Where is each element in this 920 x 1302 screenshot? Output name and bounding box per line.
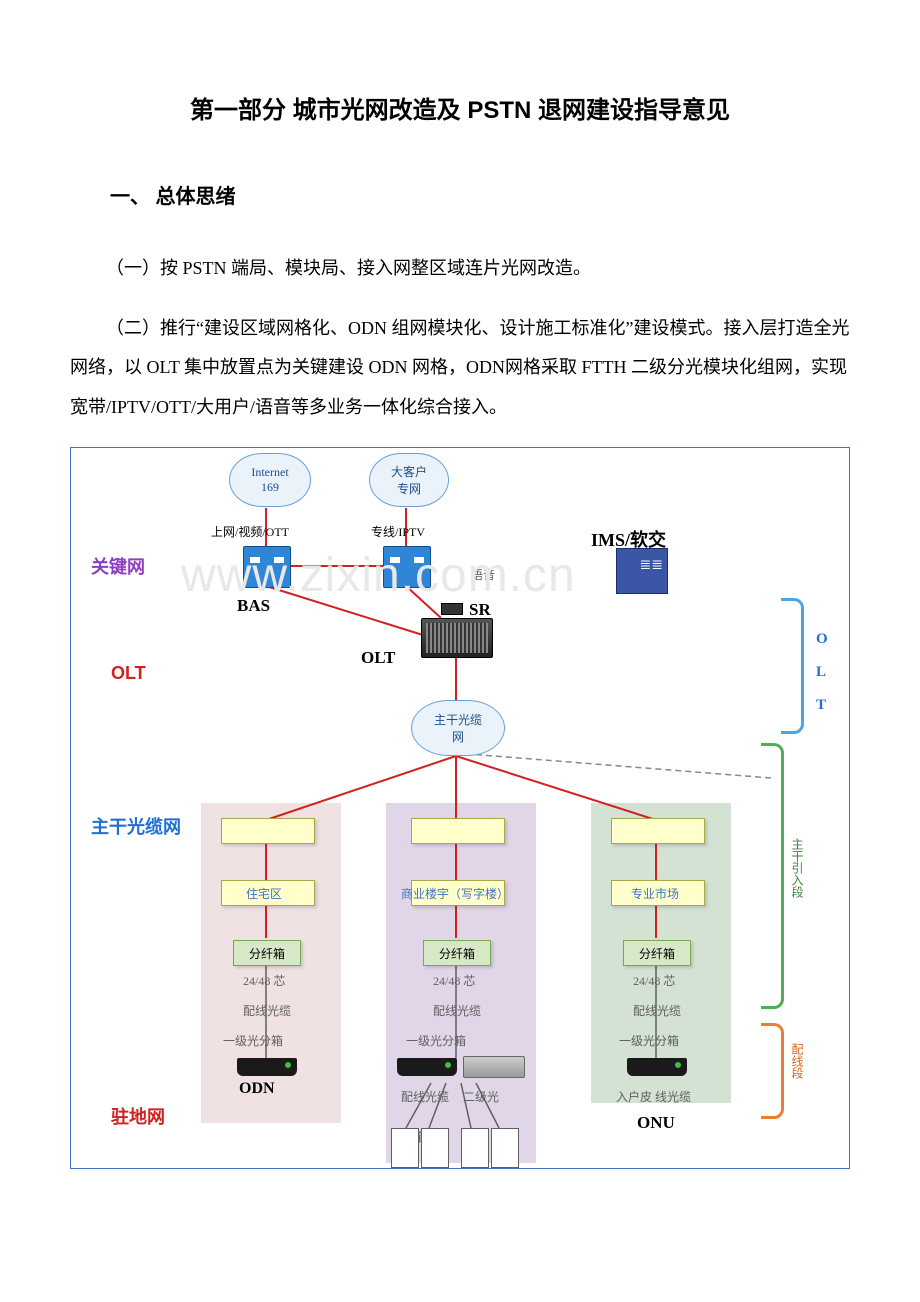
label-olt-center: OLT: [361, 648, 395, 668]
connection-lines: [71, 448, 849, 1168]
paragraph-1: （一）按 PSTN 端局、模块局、接入网整区域连片光网改造。: [70, 249, 850, 289]
l1split-3: 一级光分箱: [619, 1032, 679, 1049]
bracket-trunk: [761, 743, 784, 1009]
label-odn: ODN: [239, 1080, 275, 1098]
olt-switch-icon: [421, 618, 493, 658]
core-1: 24/48 芯: [243, 972, 285, 989]
bracket-distr: [761, 1023, 784, 1119]
label-iptv: 专线/IPTV: [371, 523, 425, 540]
cloud-internet: Internet 169: [229, 453, 311, 507]
network-diagram: www.zixin.com.cn: [70, 447, 850, 1169]
router-sr-icon: [383, 546, 431, 588]
l1split-2: 一级光分箱: [406, 1032, 466, 1049]
label-bas: BAS: [237, 596, 270, 616]
label-sr: SR: [469, 600, 491, 620]
cloud-trunk: 主干光缆 网: [411, 700, 505, 756]
gbox-2: 分纤箱: [423, 940, 491, 966]
core-2: 24/48 芯: [433, 972, 475, 989]
drop-3: 入户皮 线光缆: [616, 1088, 691, 1105]
distr-2: 配线光缆: [433, 1002, 481, 1019]
empty-c: [461, 1128, 489, 1168]
gbox-1: 分纤箱: [233, 940, 301, 966]
ybox-2a: [411, 818, 505, 844]
l1split-1: 一级光分箱: [223, 1032, 283, 1049]
l2split-2: 二级光: [463, 1088, 499, 1105]
distr-1: 配线光缆: [243, 1002, 291, 1019]
router-bas-icon: [243, 546, 291, 588]
ybox-3a: [611, 818, 705, 844]
onu-1: [237, 1058, 297, 1076]
layer-olt: OLT: [111, 663, 146, 684]
paragraph-2: （二）推行“建设区域网格化、ODN 组网模块化、设计施工标准化”建设模式。接入层…: [70, 309, 850, 428]
ybox-1a: [221, 818, 315, 844]
area1: 住宅区: [246, 885, 282, 902]
area2: 商业楼宇（写字楼）: [401, 885, 509, 902]
core-3: 24/48 芯: [633, 972, 675, 989]
side-trunk: 主干引入段: [789, 838, 806, 898]
section-heading: 一、 总体思绪: [110, 180, 850, 209]
distr2-2: 配线光缆: [401, 1088, 449, 1105]
ims-icon: [616, 548, 668, 594]
empty-b: [421, 1128, 449, 1168]
area3: 专业市场: [631, 885, 679, 902]
onu-3: [627, 1058, 687, 1076]
label-onu: ONU: [637, 1113, 675, 1133]
onu-2: [397, 1058, 457, 1076]
mdu-2: [463, 1056, 525, 1078]
layer-core: 关键网: [91, 553, 145, 579]
layer-premise: 驻地网: [111, 1103, 165, 1129]
mini-switch-icon: [441, 603, 463, 615]
cloud-bigcustomer: 大客户 专网: [369, 453, 449, 507]
empty-a: [391, 1128, 419, 1168]
side-distr: 配线段: [789, 1043, 806, 1079]
page-title: 第一部分 城市光网改造及 PSTN 退网建设指导意见: [70, 90, 850, 125]
label-voice: 语音: [471, 566, 495, 583]
bracket-olt: [781, 598, 804, 734]
gbox-3: 分纤箱: [623, 940, 691, 966]
label-ott: 上网/视频/OTT: [211, 523, 289, 540]
layer-trunk: 主干光缆网: [91, 813, 181, 839]
side-olt: O L T: [816, 623, 828, 722]
empty-d: [491, 1128, 519, 1168]
distr-3: 配线光缆: [633, 1002, 681, 1019]
